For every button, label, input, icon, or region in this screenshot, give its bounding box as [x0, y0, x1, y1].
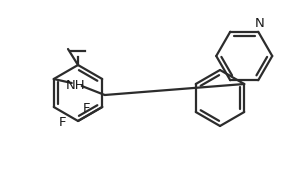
Text: N: N — [254, 17, 264, 30]
Text: F: F — [58, 116, 66, 129]
Text: F: F — [83, 102, 90, 115]
Text: NH: NH — [66, 78, 85, 92]
